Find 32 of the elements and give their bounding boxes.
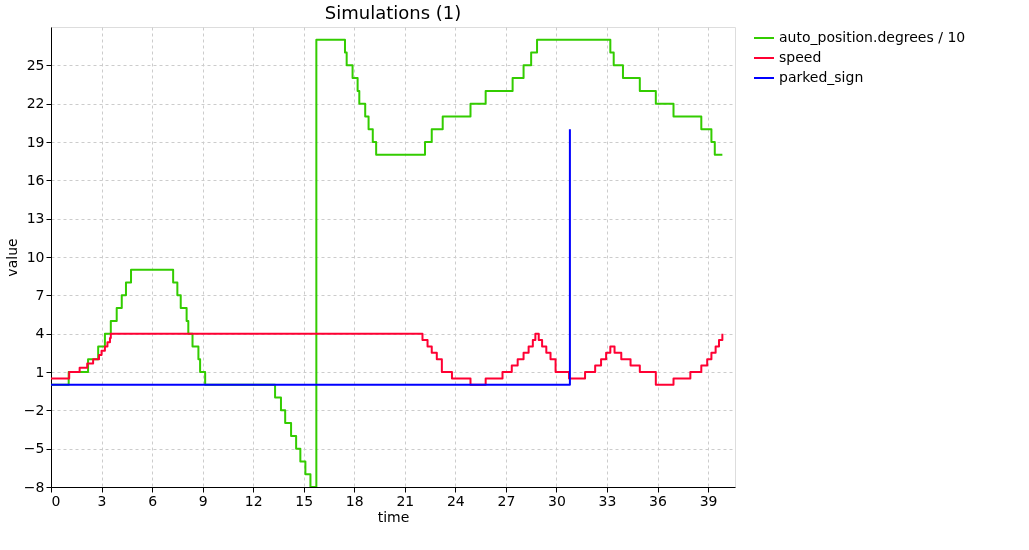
x-tick-label: 12 — [244, 492, 263, 509]
x-tick-label: 36 — [649, 492, 667, 509]
legend-label: auto_position.degrees / 10 — [779, 29, 966, 45]
y-tick-label: −5 — [23, 440, 45, 457]
x-tick-label: 18 — [345, 492, 364, 509]
legend-label: parked_sign — [779, 69, 864, 85]
y-tick-label: 22 — [26, 95, 45, 112]
legend-label: speed — [779, 49, 822, 65]
x-tick-label: 33 — [598, 492, 617, 509]
chart-title: Simulations (1) — [324, 2, 462, 23]
x-axis-title: time — [377, 508, 410, 525]
y-tick-label: 16 — [26, 171, 45, 188]
x-tick-label: 9 — [198, 492, 208, 509]
x-tick-label: 30 — [548, 492, 566, 509]
x-tick-label: 24 — [446, 492, 465, 509]
x-tick-label: 21 — [396, 492, 415, 509]
x-tick-label: 27 — [497, 492, 516, 509]
y-tick-label: 13 — [26, 210, 45, 227]
x-tick-label: 15 — [295, 492, 314, 509]
y-tick-label: −2 — [23, 401, 45, 418]
x-tick-label: 3 — [97, 492, 107, 509]
y-tick-label: 10 — [26, 248, 45, 265]
x-tick-label: 39 — [699, 492, 718, 509]
y-tick-label: 19 — [26, 133, 45, 150]
y-tick-label: −8 — [23, 478, 45, 495]
y-tick-label: 25 — [26, 56, 45, 73]
x-tick-label: 6 — [148, 492, 158, 509]
y-tick-label: 4 — [35, 325, 45, 342]
y-tick-label: 1 — [35, 363, 45, 380]
y-tick-label: 7 — [35, 286, 45, 303]
x-tick-label: 0 — [51, 492, 61, 509]
y-axis-title: value — [3, 238, 20, 277]
